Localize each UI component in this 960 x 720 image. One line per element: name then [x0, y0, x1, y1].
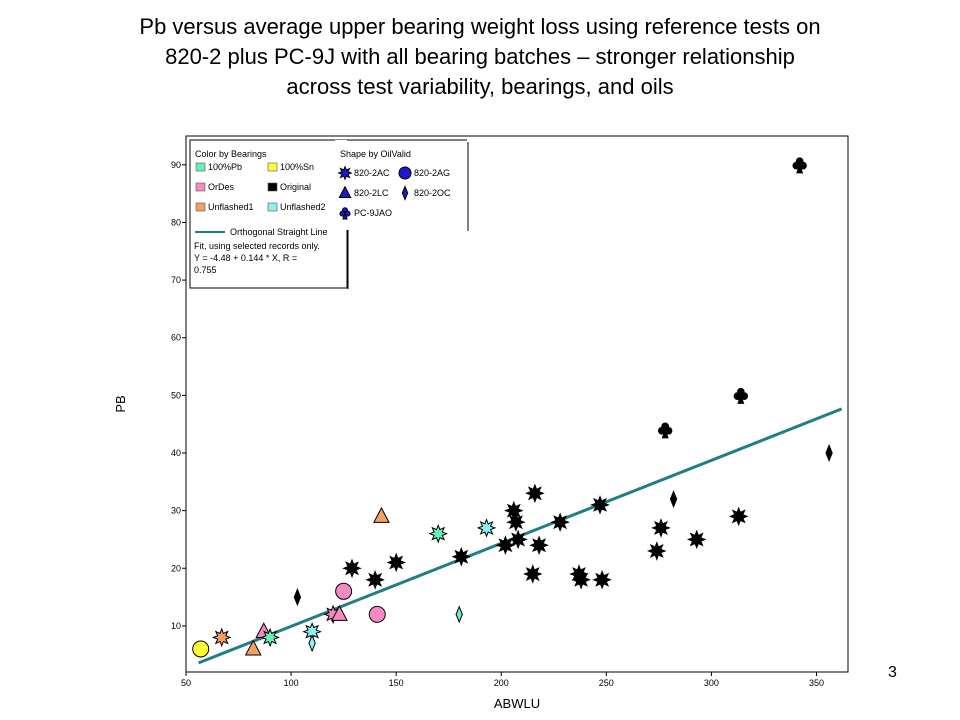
- legend-swatch: [267, 182, 278, 192]
- legend-shape-icon: [398, 166, 412, 180]
- slide-title: Pb versus average upper bearing weight l…: [40, 12, 920, 102]
- data-point: [686, 529, 707, 550]
- y-tick-label: 60: [171, 333, 181, 343]
- data-point: [728, 506, 749, 527]
- legend-swatch: [267, 202, 278, 212]
- x-tick-label: 100: [284, 678, 299, 688]
- data-point: [428, 523, 448, 544]
- data-point: [825, 443, 833, 463]
- data-point: [293, 588, 302, 607]
- club-stem: [796, 163, 804, 174]
- legend-color-label: OrDes: [208, 182, 235, 192]
- club-stem: [737, 393, 745, 404]
- legend-shape-icon: [338, 185, 352, 198]
- data-point: [192, 640, 210, 658]
- legend: Color by Bearings 100%Pb 100%Sn OrDes Origin…: [189, 139, 469, 289]
- x-tick-label: 300: [704, 678, 719, 688]
- y-tick-label: 70: [171, 275, 181, 285]
- y-tick-label: 10: [171, 621, 181, 631]
- data-point: [669, 490, 678, 509]
- data-point: [495, 535, 516, 555]
- data-point: [308, 634, 316, 653]
- legend-fit-note: 0.755: [194, 265, 217, 275]
- legend-shape-icon: [337, 165, 353, 181]
- x-tick-label: 350: [809, 678, 824, 688]
- y-tick-label: 40: [171, 448, 181, 458]
- slide-title-line: Pb versus average upper bearing weight l…: [139, 14, 821, 39]
- data-point: [508, 529, 528, 550]
- data-point: [330, 604, 348, 621]
- data-point: [211, 627, 232, 648]
- x-tick-label: 250: [599, 678, 614, 688]
- legend-color-label: Unflashed1: [208, 202, 254, 212]
- legend-fit-label: Orthogonal Straight Line: [230, 227, 328, 237]
- legend-shape-label: 820-2AC: [354, 168, 390, 178]
- data-point: [455, 605, 463, 624]
- legend-shape-icon: [401, 185, 409, 201]
- y-tick-label: 30: [171, 506, 181, 516]
- page-number: 3: [888, 664, 897, 681]
- legend-color-label: Unflashed2: [280, 202, 326, 212]
- legend-shape-label: 820-2LC: [354, 188, 389, 198]
- data-point: [590, 495, 610, 515]
- legend-fit-note: Fit, using selected records only.: [194, 241, 320, 251]
- data-point: [244, 639, 262, 656]
- data-point: [335, 582, 353, 600]
- x-axis-label: ABWLU: [494, 696, 540, 711]
- data-point: [373, 506, 390, 523]
- slide-title-line: 820-2 plus PC-9J with all bearing batche…: [165, 44, 795, 69]
- slide-title-line: across test variability, bearings, and o…: [286, 74, 674, 99]
- data-point: [342, 558, 362, 579]
- legend-shape-label: 820-2AG: [414, 168, 450, 178]
- data-point: [368, 605, 386, 623]
- legend-shape-label: PC-9JAO: [354, 208, 392, 218]
- data-point: [451, 546, 472, 567]
- data-point: [476, 518, 497, 538]
- legend-color-title: Color by Bearings: [195, 149, 267, 159]
- x-tick-label: 150: [389, 678, 404, 688]
- y-tick-label: 80: [171, 217, 181, 227]
- y-tick-label: 20: [171, 563, 181, 573]
- club-stem: [342, 211, 348, 220]
- legend-color-label: 100%Sn: [280, 162, 314, 172]
- legend-shape-label: 820-2OC: [414, 188, 451, 198]
- legend-swatch: [267, 162, 278, 172]
- legend-swatch: [195, 202, 206, 212]
- legend-fit-note: Y = -4.48 + 0.144 * X, R =: [194, 253, 297, 263]
- x-tick-label: 200: [494, 678, 509, 688]
- data-point: [260, 627, 280, 648]
- data-point: [550, 512, 570, 532]
- legend-swatch: [195, 182, 206, 192]
- data-point: [525, 483, 545, 504]
- data-point: [365, 570, 385, 590]
- x-tick-label: 50: [181, 678, 191, 688]
- data-point: [651, 518, 671, 538]
- data-point: [386, 552, 406, 573]
- data-point: [571, 570, 591, 590]
- legend-shape-title: Shape by OilValid: [340, 149, 411, 159]
- data-point: [592, 570, 612, 590]
- legend-color-label: Original: [280, 182, 311, 192]
- data-point: [504, 500, 524, 521]
- club-stem: [661, 428, 669, 439]
- data-point: [792, 157, 807, 174]
- y-tick-label: 90: [171, 160, 181, 170]
- legend-swatch: [195, 162, 206, 172]
- legend-shape-icon: [339, 207, 351, 220]
- data-point: [529, 535, 549, 555]
- data-point: [733, 387, 749, 404]
- y-axis-label: PB: [113, 395, 128, 412]
- data-point: [647, 541, 667, 561]
- y-tick-label: 50: [171, 390, 181, 400]
- legend-color-label: 100%Pb: [208, 162, 242, 172]
- legend-box: [335, 140, 467, 230]
- data-point: [506, 512, 526, 533]
- data-point: [657, 422, 673, 439]
- data-point: [523, 564, 543, 584]
